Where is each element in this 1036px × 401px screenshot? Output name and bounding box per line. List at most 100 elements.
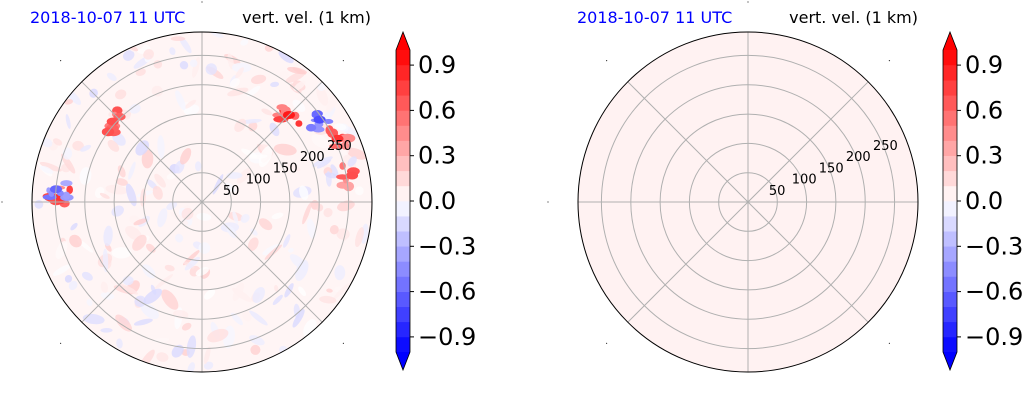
field-cell	[278, 50, 294, 64]
colorbar-level	[943, 170, 957, 187]
field-cell	[69, 234, 82, 248]
field-cell	[252, 286, 265, 304]
feature-core	[346, 171, 359, 180]
field-cell	[288, 247, 294, 253]
field-cell	[64, 274, 73, 283]
feature-cell	[60, 180, 73, 187]
field-cell	[118, 283, 138, 295]
theta-tick	[606, 60, 608, 62]
field-cell	[80, 144, 92, 152]
field-cell	[81, 271, 93, 281]
field-cell	[295, 259, 309, 281]
colorbar-level	[943, 306, 957, 323]
field-cell	[330, 164, 339, 178]
field-cell	[107, 139, 120, 152]
field-cell	[258, 218, 273, 231]
field-cell	[175, 90, 186, 111]
field-cell	[240, 39, 249, 46]
field-cell	[86, 298, 93, 306]
field-cell	[129, 103, 141, 114]
colorbar-level	[396, 65, 410, 81]
colorbar-level	[943, 246, 957, 262]
right-colorbar: 0.9 0.6 0.3 0.0 −0.3 −0.6 −0.9	[942, 30, 1023, 372]
colorbar-tick-label: 0.9	[418, 51, 456, 79]
feature-cell	[329, 143, 343, 150]
left-colorbar: 0.9 0.6 0.3 0.0 −0.3 −0.6 −0.9	[395, 30, 476, 372]
colorbar-level	[396, 125, 410, 141]
colorbar-extend-min	[396, 352, 410, 370]
field-cell	[326, 288, 333, 293]
field-cell	[319, 295, 337, 304]
colorbar-tick-label: 0.6	[965, 96, 1003, 124]
field-cell	[116, 338, 123, 349]
colorbar-level	[396, 201, 410, 217]
colorbar-level	[943, 231, 957, 247]
field-cell	[156, 352, 169, 362]
field-cell	[41, 138, 53, 148]
colorbar-level	[396, 80, 410, 96]
field-cell	[235, 67, 244, 79]
field-cell	[157, 135, 165, 159]
field-cell	[196, 213, 212, 221]
colorbar-level	[396, 216, 410, 232]
field-cell	[152, 186, 163, 200]
theta-tick	[1, 201, 3, 203]
field-cell	[249, 335, 265, 346]
colorbar-level	[943, 201, 957, 217]
radial-tick-label: 100	[792, 173, 817, 188]
colorbar-tick-label: −0.3	[965, 232, 1023, 260]
field-cell	[283, 234, 291, 248]
right-title-date: 2018-10-07 11 UTC	[577, 8, 732, 27]
radial-tick-label: 250	[873, 139, 898, 154]
theta-tick	[606, 342, 608, 344]
colorbar-level	[943, 110, 957, 126]
field-cell	[133, 318, 153, 326]
field-cell	[241, 148, 258, 158]
feature-core	[331, 134, 344, 143]
field-cell	[264, 244, 283, 260]
feature-cell	[323, 119, 334, 124]
field-cell	[203, 361, 214, 370]
theta-tick	[888, 342, 891, 344]
colorbar-level	[396, 306, 410, 323]
colorbar-level	[396, 185, 410, 202]
colorbar-tick-label: −0.6	[965, 278, 1023, 306]
angular-gridline	[627, 201, 749, 323]
colorbar-level	[943, 276, 957, 292]
field-cell	[287, 163, 301, 172]
field-cell	[143, 288, 163, 305]
feature-cell	[305, 123, 317, 132]
field-cell	[347, 156, 357, 167]
field-cell	[65, 114, 71, 129]
field-cell	[249, 310, 268, 326]
radial-tick-label: 50	[223, 184, 240, 199]
colorbar-level	[943, 65, 957, 81]
colorbar-tick-label: 0.3	[965, 142, 1003, 170]
feature-core	[313, 115, 326, 124]
field-cell	[232, 287, 252, 303]
colorbar-level	[396, 261, 410, 277]
colorbar-level	[943, 125, 957, 141]
field-cell	[157, 208, 168, 228]
field-cell	[141, 149, 154, 169]
colorbar-tick-label: 0.3	[418, 142, 456, 170]
field-cell	[170, 211, 189, 225]
field-cell	[284, 283, 294, 298]
field-cell	[166, 201, 178, 211]
feature-cell	[295, 120, 303, 127]
angular-gridline	[747, 81, 869, 203]
theta-tick	[342, 60, 344, 62]
colorbar-level	[943, 185, 957, 202]
colorbar-level	[943, 50, 957, 66]
field-cell	[135, 140, 149, 156]
field-cell	[133, 218, 148, 226]
field-cell	[164, 264, 175, 272]
radial-tick-label: 150	[273, 161, 298, 176]
field-cell	[337, 200, 355, 212]
field-cell	[115, 178, 128, 186]
left-panel: 2018-10-07 11 UTC vert. vel. (1 km) 50 10…	[1, 1, 476, 373]
field-cell	[258, 145, 273, 168]
right-panel: 2018-10-07 11 UTC vert. vel. (1 km) 50 10…	[547, 1, 1023, 373]
polar-boundary	[31, 31, 373, 373]
